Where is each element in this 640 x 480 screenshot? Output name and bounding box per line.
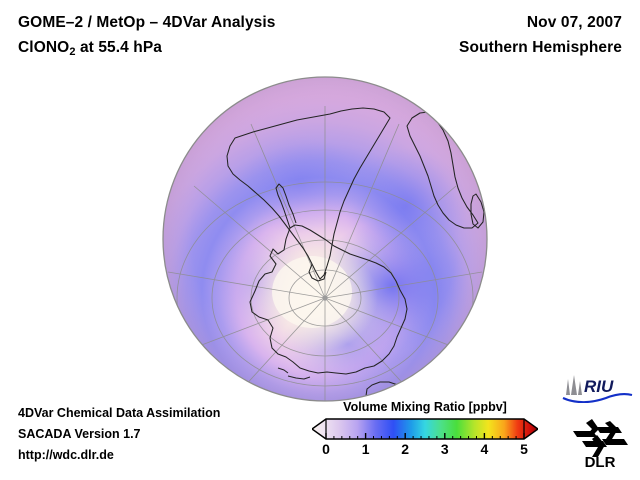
riu-wordmark: RIU [584,377,614,396]
coastline-south-georgia [287,375,311,380]
coastline-madagascar [470,193,485,229]
coastline-falklands [277,367,289,374]
coastline-southern-africa [406,111,479,229]
credit-line-1: 4DVar Chemical Data Assimilation [18,406,221,420]
dlr-wordmark: DLR [585,454,616,471]
colorbar-tick-5: 5 [520,441,528,457]
coastline-south-america [226,107,391,280]
coastline-tierra-del-fuego [308,263,327,282]
credit-url[interactable]: http://wdc.dlr.de [18,448,114,462]
header-right: Nov 07, 2007 Southern Hemisphere [459,10,622,60]
species-prefix: ClONO [18,39,70,56]
riu-logo: RIU [562,373,634,404]
riu-swoosh-icon [562,392,633,404]
date-label: Nov 07, 2007 [526,14,622,31]
page-title: GOME–2 / MetOp – 4DVar Analysis [18,14,276,31]
species-level: at 55.4 hPa [75,39,163,56]
species-subtitle: ClONO2 at 55.4 hPa [18,35,276,62]
globe-outline [162,76,488,402]
colorbar-gradient [310,418,540,440]
riu-spires-icon [566,375,582,395]
colorbar-tick-marks [325,433,525,439]
species-subscript: 2 [69,46,76,58]
colorbar-title: Volume Mixing Ratio [ppbv] [343,400,507,414]
globe-map [160,76,490,406]
header-left: GOME–2 / MetOp – 4DVar Analysis ClONO2 a… [18,10,276,62]
orthographic-projection [162,76,488,402]
colorbar-tick-1: 1 [361,441,370,457]
colorbar-tick-labels: 0 1 2 3 4 5 [312,441,538,461]
dlr-logo: DLR [572,415,634,473]
south-pole-marker [322,295,328,301]
colorbar-tick-2: 2 [401,441,410,457]
coastline-antarctica [249,224,408,375]
colorbar-tick-0: 0 [322,441,330,457]
dlr-emblem-icon [573,419,628,457]
footer-credits: 4DVar Chemical Data Assimilation SACADA … [18,403,220,466]
colorbar-tick-4: 4 [480,441,489,457]
credit-line-2: SACADA Version 1.7 [18,427,141,441]
coastline-antarctic-peninsula [275,183,297,229]
colorbar: Volume Mixing Ratio [ppbv] 0 1 2 3 4 5 [310,400,540,461]
region-label: Southern Hemisphere [459,39,622,56]
colorbar-body [310,418,540,440]
colorbar-tick-3: 3 [440,441,449,457]
